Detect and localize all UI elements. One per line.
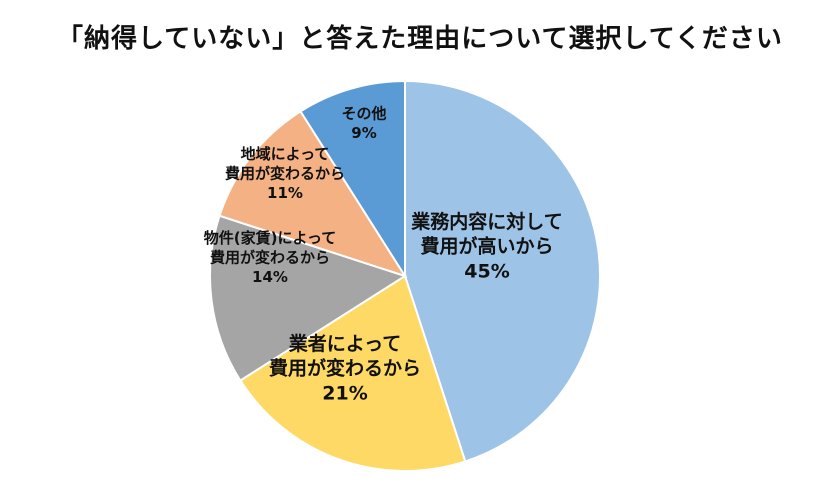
slice-category-label: 費用が変わるから [269,357,421,380]
slice-value-label: 11% [267,184,303,202]
pie-slice-1 [238,274,467,472]
slice-label-2: 物件(家賃)によって費用が変わるから 14% [204,229,337,286]
pie-slice-2 [209,214,408,382]
slice-value-label: 21% [322,382,367,404]
slice-category-label: 費用が高いから [420,235,553,258]
pie-slice-0 [404,79,601,463]
pie-slice-3 [218,109,408,278]
slice-category-label: 業者によって [288,332,401,355]
chart-title: 「納得していない」と答えた理由について選択してください [57,24,783,54]
slice-category-label: 物件(家賃)によって [204,229,337,247]
slice-label-1: 業者によって費用が変わるから 21% [269,332,421,404]
slice-label-0: 業務内容に対して費用が高いから 45% [410,210,562,282]
slice-value-label: 14% [252,268,288,286]
slice-category-label: 業務内容に対して [410,210,562,233]
slice-value-label: 9% [351,124,376,142]
slice-label-3: 地域によって費用が変わるから 11% [225,145,345,202]
slice-category-label: 地域によって [241,145,330,163]
slice-category-label: 費用が変わるから [225,164,345,182]
slice-value-label: 45% [464,260,509,282]
pie-slice-4 [299,79,406,280]
slice-category-label: その他 [341,105,386,123]
slice-label-4: その他 9% [341,105,386,143]
slice-category-label: 費用が変わるから [210,248,330,266]
